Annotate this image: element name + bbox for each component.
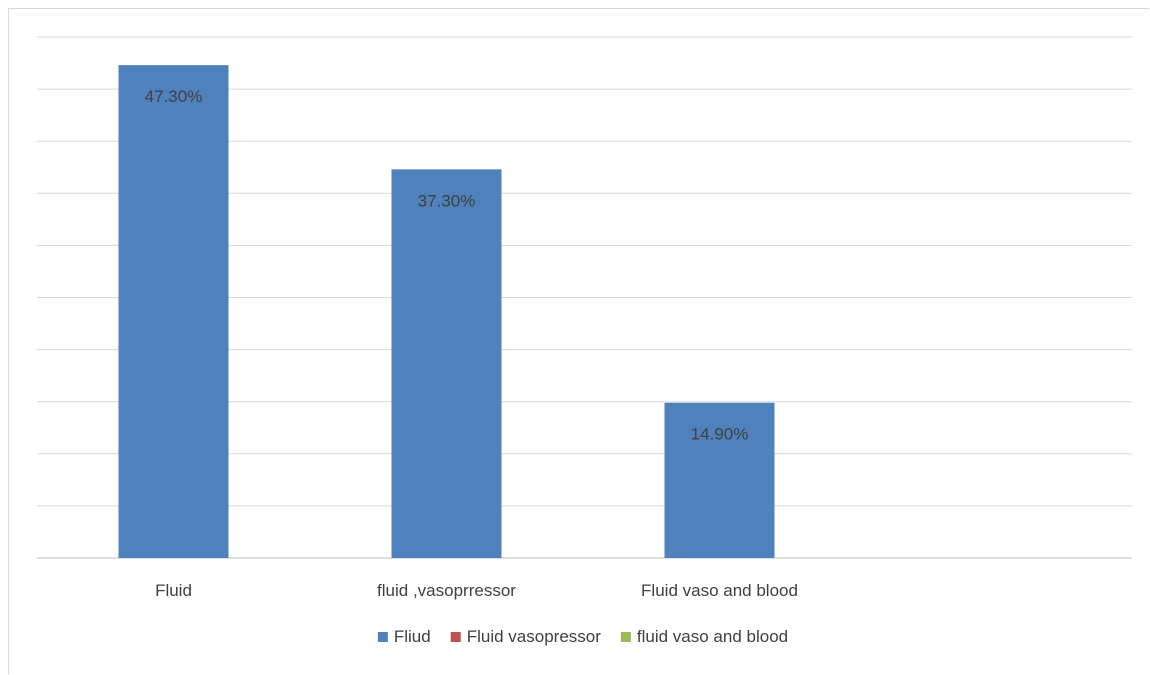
bar [118,65,229,558]
bar [391,169,502,559]
legend-label: Fluid vasopressor [467,627,602,646]
category-labels: Fluid fluid ,vasoprressor Fluid vaso and b… [155,581,798,600]
data-label: 14.90% [691,425,749,444]
legend-swatch [450,632,461,642]
legend-swatch [620,632,631,642]
category-label: Fluid [155,581,192,600]
category-label: Fluid vaso and blood [641,581,798,600]
chart-frame [8,8,1149,674]
category-label: fluid ,vasoprressor [377,581,516,600]
legend-label: Fliud [394,627,431,646]
legend-swatch [377,632,388,642]
value-labels: 47.30% 37.30% 14.90% [145,87,749,444]
legend: Fliud Fluid vasopressor fluid vaso and blo… [377,627,788,646]
data-label: 37.30% [418,191,476,210]
bars [118,65,775,559]
bar [664,402,775,558]
legend-label: fluid vaso and blood [637,627,788,646]
data-label: 47.30% [145,87,203,106]
